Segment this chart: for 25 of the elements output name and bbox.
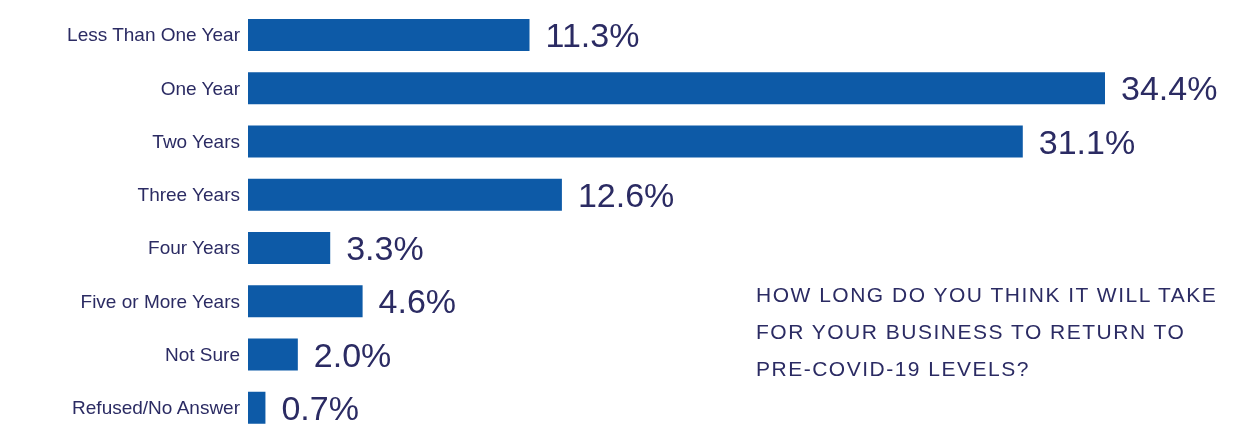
data-label: 3.3% (346, 229, 424, 268)
bar (248, 232, 331, 264)
data-label: 12.6% (577, 175, 675, 214)
y-tick-label: One Year (160, 77, 241, 99)
bar (248, 19, 530, 51)
y-tick-label: Less Than One Year (67, 24, 241, 46)
text: HOW LONG DO YOU THINK IT WILL TAKE FOR YOUR BUSINESS TO RETURN TO PRE-COVID-19 LEVELS? (756, 282, 1219, 382)
y-tick-label: Not Sure (165, 343, 240, 365)
data-label: 34.4% (1121, 69, 1218, 108)
data-label: 0.7% (281, 388, 359, 426)
y-tick-label: Refused/No Answer (72, 397, 241, 419)
data-label: 2.0% (313, 335, 392, 374)
bar (248, 125, 1023, 158)
bar (248, 285, 363, 318)
data-label: 11.3% (545, 16, 640, 55)
bar (248, 178, 562, 211)
y-tick-label: Five or More Years (80, 290, 240, 312)
data-label: 4.6% (378, 282, 457, 321)
data-label: 31.1% (1038, 122, 1136, 161)
y-tick-label: Four Years (148, 237, 240, 259)
bar (248, 391, 266, 424)
bar (248, 338, 298, 371)
y-tick-label: Three Years (137, 184, 240, 206)
bar (248, 72, 1105, 105)
y-tick-label: Two Years (152, 130, 240, 152)
